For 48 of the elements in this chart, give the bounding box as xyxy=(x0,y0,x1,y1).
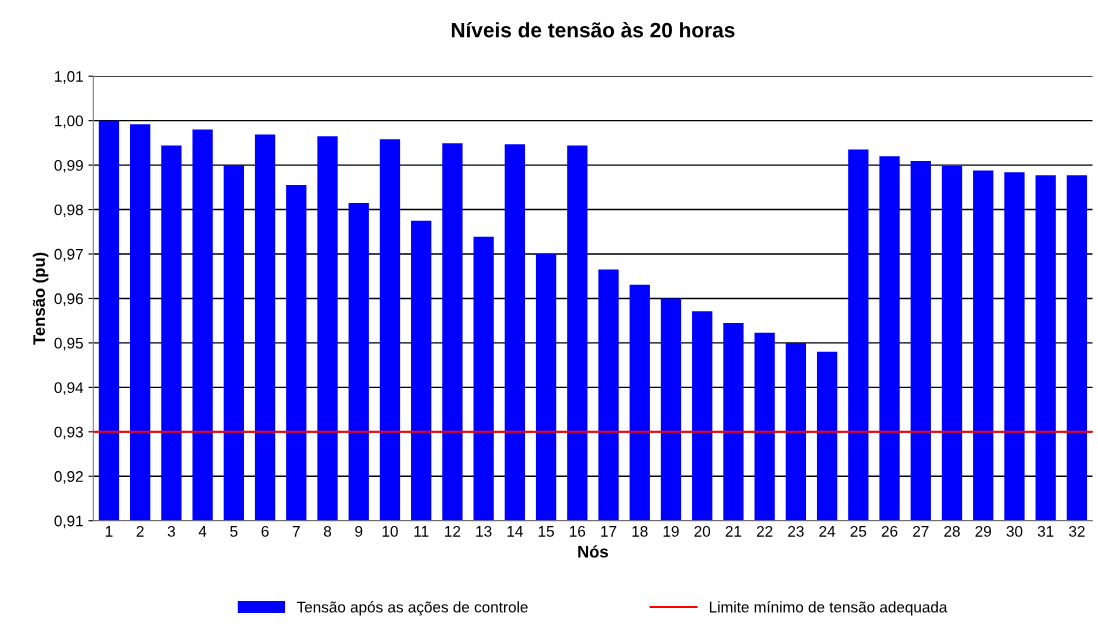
x-tick-label: 17 xyxy=(601,526,617,537)
chart-title: Níveis de tensão às 20 horas xyxy=(451,22,735,38)
x-tick-label: 22 xyxy=(756,525,773,537)
x-tick-label: 28 xyxy=(944,525,960,537)
x-tick-label: 18 xyxy=(632,525,648,537)
x-axis-title: Nós xyxy=(578,545,608,558)
y-tick-label: 1,00 xyxy=(55,115,84,129)
y-tick-label: 0,94 xyxy=(54,382,84,395)
y-tick-label: 0,99 xyxy=(54,159,83,173)
x-tick-label: 24 xyxy=(819,525,836,537)
x-tick-label: 3 xyxy=(167,525,175,537)
x-tick-label: 20 xyxy=(694,525,711,537)
legend-label: Tensão após as ações de controle xyxy=(296,601,528,616)
y-tick-label: 0,96 xyxy=(54,293,83,306)
x-tick-label: 26 xyxy=(881,525,898,537)
y-tick-label: 0,98 xyxy=(54,204,83,218)
y-tick-label: 0,97 xyxy=(54,248,83,262)
x-tick-label: 2 xyxy=(136,525,144,537)
x-tick-label: 25 xyxy=(850,525,867,537)
x-tick-label: 1 xyxy=(105,526,113,537)
y-tick-label: 0,95 xyxy=(54,337,83,351)
legend-label: Limite mínimo de tensão adequada xyxy=(709,601,948,616)
x-tick-label: 11 xyxy=(414,526,429,537)
x-tick-label: 5 xyxy=(230,526,238,537)
x-tick-label: 9 xyxy=(355,525,363,537)
x-tick-label: 30 xyxy=(1006,525,1023,537)
y-tick-label: 1,01 xyxy=(55,71,83,84)
x-tick-label: 4 xyxy=(198,526,207,537)
x-tick-label: 29 xyxy=(975,525,991,537)
x-tick-label: 10 xyxy=(382,525,398,537)
y-tick-label: 0,91 xyxy=(54,515,83,529)
x-tick-label: 16 xyxy=(569,525,586,537)
x-tick-label: 27 xyxy=(913,525,929,537)
x-tick-label: 7 xyxy=(292,526,300,537)
y-tick-label: 0,92 xyxy=(54,471,83,484)
x-tick-label: 31 xyxy=(1037,525,1054,537)
x-tick-label: 6 xyxy=(261,525,269,537)
y-tick-label: 0,93 xyxy=(54,426,83,440)
x-tick-label: 19 xyxy=(663,525,679,537)
x-tick-label: 21 xyxy=(725,525,742,537)
x-tick-label: 32 xyxy=(1068,525,1085,537)
y-axis-title: Tensão (pu) xyxy=(32,252,49,345)
x-tick-label: 8 xyxy=(323,525,332,537)
x-tick-label: 15 xyxy=(538,526,554,537)
x-tick-label: 12 xyxy=(445,525,461,537)
x-tick-label: 14 xyxy=(507,526,523,537)
x-tick-label: 23 xyxy=(788,525,804,537)
x-tick-label: 13 xyxy=(476,525,492,537)
